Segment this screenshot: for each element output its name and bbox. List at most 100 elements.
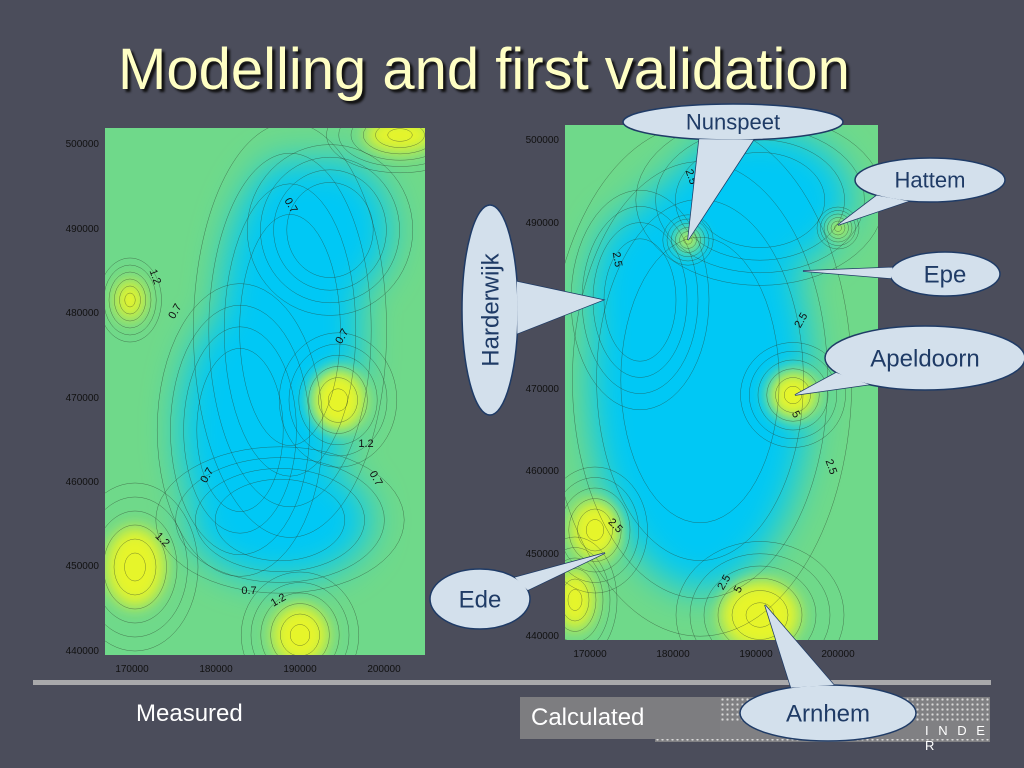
contour-label: 0.7: [241, 585, 256, 597]
contour-line: [565, 487, 631, 573]
contour-line: [689, 553, 831, 640]
contour-line: [635, 125, 878, 286]
contour-line: [666, 218, 710, 262]
contour-line: [740, 342, 846, 448]
contour-line: [105, 257, 162, 343]
contour-line: [586, 519, 604, 541]
contour-line: [208, 152, 372, 508]
x-tick-label: 180000: [199, 664, 233, 675]
callout-epe: Epe: [802, 251, 1001, 297]
callout-hattem: Hattem: [837, 157, 1006, 226]
contour-line: [308, 366, 368, 434]
contour-line: [703, 565, 817, 640]
contour-line: [775, 377, 811, 413]
contour-line: [565, 557, 604, 640]
callout-label: Arnhem: [786, 700, 870, 727]
contour-line: [565, 536, 618, 640]
contour-label: 1.2: [358, 438, 373, 450]
contour-label: 5: [732, 584, 745, 595]
contour-line: [155, 446, 405, 594]
contour-line: [175, 457, 385, 583]
contour-line: [350, 128, 425, 161]
contour-label: 5: [789, 409, 802, 420]
contour-line: [827, 217, 849, 239]
contour-line: [298, 354, 378, 446]
high-value-region: [565, 570, 595, 630]
contour-line: [749, 351, 837, 439]
contour-line: [270, 603, 330, 655]
low-value-region: [270, 160, 390, 300]
contour-line: [670, 222, 706, 258]
x-tick-label: 200000: [821, 649, 855, 660]
contour-line: [675, 227, 701, 253]
contour-line: [278, 332, 398, 468]
contour-line: [766, 368, 820, 422]
contour-line: [105, 510, 178, 624]
contour-line: [289, 624, 311, 646]
contour-line: [565, 477, 639, 583]
contour-line: [246, 144, 414, 316]
contour-line: [108, 271, 152, 329]
contour-line: [223, 183, 357, 477]
callout-label: Nunspeet: [686, 110, 780, 135]
contour-line: [568, 498, 622, 562]
y-tick-label: 440000: [65, 646, 99, 657]
contour-line: [286, 182, 374, 278]
contour-line: [327, 388, 349, 412]
y-tick-label: 470000: [65, 393, 99, 404]
contour-label: 2.5: [610, 251, 624, 268]
callout-nunspeet: Nunspeet: [622, 103, 844, 241]
y-tick-label: 450000: [525, 549, 559, 560]
contour-label: 2.5: [823, 458, 840, 476]
y-tick-label: 480000: [65, 308, 99, 319]
contour-line: [193, 128, 387, 538]
x-tick-label: 180000: [656, 649, 690, 660]
y-tick-label: 450000: [65, 561, 99, 572]
callout-label: Apeldoorn: [870, 345, 979, 372]
contour-line: [239, 214, 341, 446]
low-value-region: [180, 310, 300, 550]
contour-line: [105, 496, 188, 638]
y-tick-label: 440000: [525, 631, 559, 642]
contour-line: [338, 128, 425, 167]
contour-line: [731, 590, 789, 640]
contour-line: [124, 552, 146, 582]
contour-line: [260, 592, 340, 655]
x-tick-label: 190000: [739, 649, 773, 660]
y-tick-label: 500000: [525, 135, 559, 146]
contour-line: [567, 589, 583, 611]
contour-line: [170, 304, 310, 556]
contour-line: [717, 578, 803, 640]
logo-text-right: I N D E R: [925, 723, 988, 753]
contour-line: [105, 264, 157, 336]
contour-line: [577, 508, 613, 552]
callout-apeldoorn: Apeldoorn: [794, 325, 1024, 396]
contour-line: [816, 206, 860, 250]
contour-line: [119, 285, 141, 315]
contour-line: [662, 214, 714, 266]
contour-line: [280, 613, 320, 655]
contour-line: [195, 468, 365, 572]
measured-contour-map: 0.71.20.70.71.20.7 0.71.20.71.2: [105, 128, 425, 655]
contour-line: [823, 213, 853, 243]
callout-label: Harderwijk: [477, 252, 504, 366]
y-tick-label: 490000: [525, 218, 559, 229]
contour-line: [326, 128, 425, 174]
contour-line: [240, 571, 360, 655]
contour-line: [156, 283, 324, 577]
contour-line: [375, 128, 425, 148]
contour-line: [387, 128, 413, 142]
contour-line: [318, 377, 358, 423]
contour-line: [830, 220, 846, 236]
contour-line: [273, 169, 387, 291]
contour-line: [363, 128, 425, 155]
contour-line: [565, 547, 611, 640]
contour-line: [250, 582, 350, 655]
callout-label: Ede: [459, 586, 502, 613]
measured-caption: Measured: [136, 700, 243, 727]
contour-line: [565, 568, 597, 632]
x-tick-label: 200000: [367, 664, 401, 675]
calculated-caption-box: Calculated: [520, 697, 720, 739]
y-tick-label: 470000: [525, 384, 559, 395]
x-tick-label: 170000: [115, 664, 149, 675]
